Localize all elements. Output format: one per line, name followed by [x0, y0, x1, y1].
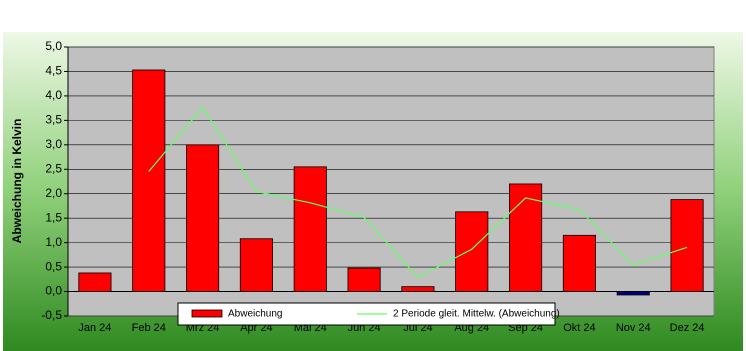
y-tick-label: 4,5: [45, 64, 62, 78]
bar: [347, 267, 381, 292]
bar: [509, 183, 543, 292]
y-tick-label: 4,0: [45, 88, 62, 102]
y-tick-label: 3,5: [45, 113, 62, 127]
bar: [132, 69, 166, 292]
bar: [239, 238, 273, 292]
legend-swatch: [191, 309, 223, 318]
x-tick-label: Dez 24: [670, 322, 705, 334]
bar: [293, 166, 327, 292]
bar: [670, 199, 704, 292]
bar: [78, 272, 112, 292]
bar: [616, 291, 650, 296]
y-tick-label: 3,0: [45, 137, 62, 151]
y-tick-label: 1,5: [45, 210, 62, 224]
bar: [562, 234, 596, 292]
y-tick-label: 1,0: [45, 235, 62, 249]
bar: [186, 144, 220, 292]
legend-label: 2 Periode gleit. Mittelw. (Abweichung): [393, 309, 560, 320]
y-tick-label: 5,0: [45, 39, 62, 53]
legend-label: Abweichung: [228, 309, 282, 320]
bar: [401, 286, 435, 292]
x-tick-label: Feb 24: [132, 322, 166, 334]
x-tick-label: Jan 24: [78, 322, 111, 334]
y-tick-label: 0,5: [45, 259, 62, 273]
y-tick-label: 2,0: [45, 186, 62, 200]
y-tick-label: 2,5: [45, 161, 62, 175]
x-tick-label: Nov 24: [616, 322, 651, 334]
y-axis-label: Abweichung in Kelvin: [10, 119, 24, 244]
y-tick-label: 0,0: [45, 284, 62, 298]
plot-area: [67, 46, 715, 317]
bar: [455, 211, 489, 292]
x-tick-label: Okt 24: [563, 322, 595, 334]
line-series: [148, 106, 688, 279]
y-tick-label: -0,5: [41, 308, 62, 322]
